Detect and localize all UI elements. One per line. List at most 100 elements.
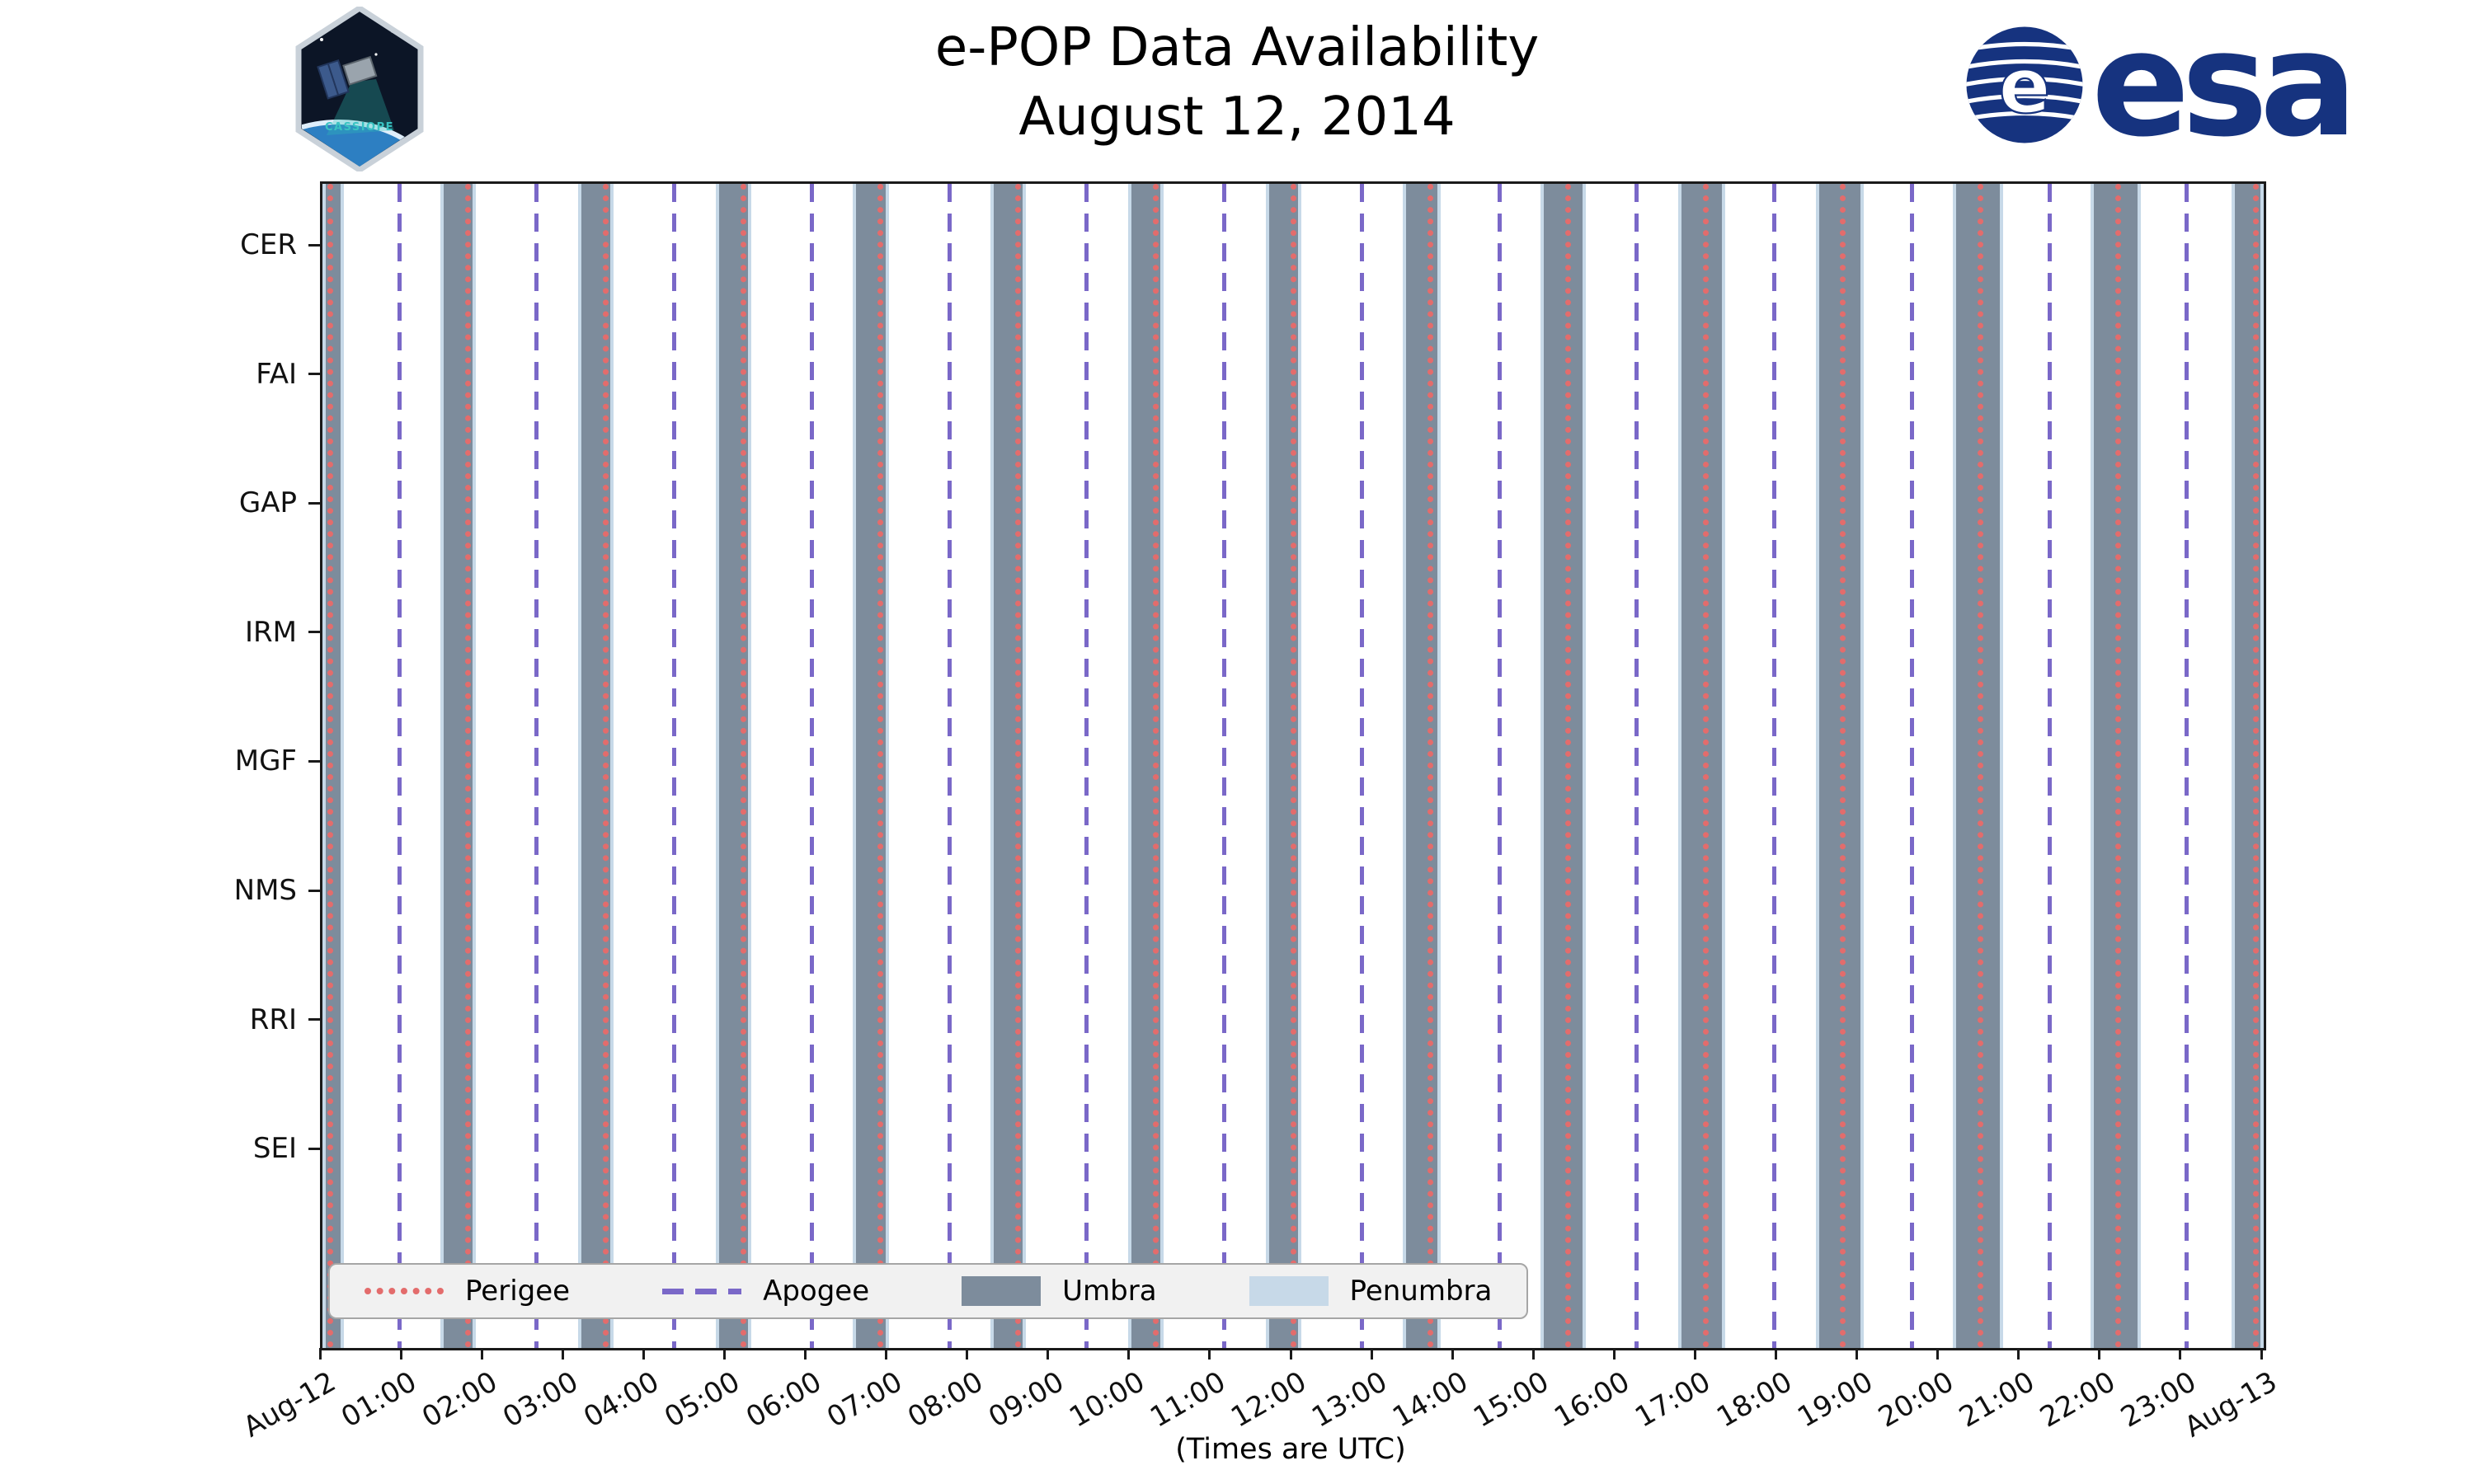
x-tick-mark — [561, 1348, 564, 1360]
y-tick-label: IRM — [245, 615, 297, 649]
perigee-line — [1152, 184, 1159, 1348]
x-tick-label: 06:00 — [740, 1365, 827, 1435]
x-tick-mark — [885, 1348, 888, 1360]
perigee-line-sample-icon — [365, 1288, 444, 1294]
y-tick-label: MGF — [234, 744, 297, 778]
apogee-line — [397, 184, 402, 1348]
y-tick-label: SEI — [252, 1132, 297, 1166]
x-tick-mark — [480, 1348, 483, 1360]
x-tick-label: 13:00 — [1306, 1365, 1394, 1435]
x-tick-mark — [1370, 1348, 1373, 1360]
penumbra-patch-sample-icon — [1249, 1276, 1329, 1306]
umbra-patch-sample-icon — [962, 1276, 1042, 1306]
x-tick-mark — [1936, 1348, 1940, 1360]
esa-wordmark: esa — [2091, 0, 2358, 169]
y-tick-mark — [308, 631, 320, 634]
x-tick-mark — [804, 1348, 807, 1360]
y-tick-label: CER — [240, 228, 297, 261]
perigee-line — [1427, 184, 1434, 1348]
x-tick-label: 05:00 — [659, 1365, 746, 1435]
perigee-line — [1978, 184, 1984, 1348]
umbra-bar — [1677, 184, 1725, 1348]
apogee-line — [1634, 184, 1639, 1348]
x-tick-label: 03:00 — [497, 1365, 585, 1435]
y-tick-label: NMS — [233, 874, 297, 907]
perigee-line — [1564, 184, 1571, 1348]
x-tick-mark — [966, 1348, 969, 1360]
svg-text:e: e — [1998, 41, 2050, 130]
legend-label-umbra: Umbra — [1062, 1275, 1157, 1308]
x-tick-mark — [2017, 1348, 2020, 1360]
x-tick-label: 17:00 — [1630, 1365, 1717, 1435]
perigee-line — [740, 184, 746, 1348]
x-tick-mark — [1856, 1348, 1859, 1360]
y-tick-mark — [308, 501, 320, 505]
y-tick-mark — [308, 243, 320, 247]
legend-item-apogee: Apogee — [662, 1275, 869, 1308]
x-tick-label: 07:00 — [821, 1365, 908, 1435]
x-tick-label: 08:00 — [901, 1365, 989, 1435]
apogee-line — [1909, 184, 1914, 1348]
x-tick-label: 16:00 — [1549, 1365, 1636, 1435]
x-tick-label: 02:00 — [416, 1365, 504, 1435]
legend-label-apogee: Apogee — [763, 1275, 870, 1308]
perigee-line — [602, 184, 609, 1348]
apogee-line — [1222, 184, 1227, 1348]
perigee-line — [1290, 184, 1296, 1348]
x-tick-mark — [1289, 1348, 1292, 1360]
apogee-line — [947, 184, 952, 1348]
umbra-bar — [1403, 184, 1441, 1348]
apogee-line — [1084, 184, 1089, 1348]
apogee-line — [2047, 184, 2052, 1348]
apogee-line — [1359, 184, 1364, 1348]
x-tick-mark — [1127, 1348, 1131, 1360]
perigee-line — [2114, 184, 2121, 1348]
apogee-line-sample-icon — [662, 1288, 742, 1294]
y-tick-mark — [308, 1018, 320, 1021]
y-tick-label: RRI — [249, 1003, 297, 1036]
x-tick-label: 01:00 — [336, 1365, 423, 1435]
plot-area — [320, 181, 2266, 1350]
umbra-bar — [2231, 184, 2264, 1348]
legend-item-umbra: Umbra — [962, 1275, 1157, 1308]
apogee-line — [809, 184, 814, 1348]
esa-globe-icon: e — [1966, 26, 2083, 143]
apogee-line — [2185, 184, 2189, 1348]
y-tick-label: GAP — [238, 486, 297, 520]
x-tick-mark — [399, 1348, 402, 1360]
x-tick-label: 18:00 — [1710, 1365, 1798, 1435]
x-tick-label: 20:00 — [1872, 1365, 1959, 1435]
chart-title-line1: e-POP Data Availability — [934, 17, 1540, 78]
x-tick-mark — [1693, 1348, 1696, 1360]
x-tick-label: 15:00 — [1468, 1365, 1555, 1435]
x-tick-label: 04:00 — [578, 1365, 666, 1435]
perigee-line — [327, 184, 334, 1348]
x-tick-mark — [1612, 1348, 1616, 1360]
x-tick-mark — [1047, 1348, 1050, 1360]
x-tick-mark — [722, 1348, 726, 1360]
y-tick-mark — [308, 759, 320, 763]
y-tick-mark — [308, 373, 320, 376]
x-tick-mark — [2179, 1348, 2182, 1360]
chart-title: e-POP Data Availability August 12, 2014 — [0, 13, 2474, 152]
perigee-line — [877, 184, 884, 1348]
esa-logo: e esa — [1963, 0, 2358, 169]
umbra-bar — [1815, 184, 1865, 1348]
y-tick-label: FAI — [256, 357, 297, 391]
x-tick-label: 10:00 — [1063, 1365, 1150, 1435]
perigee-line — [1840, 184, 1846, 1348]
perigee-line — [1015, 184, 1022, 1348]
patch-text: CASSIOPE — [325, 121, 394, 134]
perigee-line — [465, 184, 472, 1348]
x-tick-label: 22:00 — [2034, 1365, 2121, 1435]
x-axis-label: (Times are UTC) — [1175, 1433, 1406, 1466]
legend-item-perigee: Perigee — [365, 1275, 570, 1308]
x-tick-label: 12:00 — [1225, 1365, 1312, 1435]
x-tick-mark — [1531, 1348, 1535, 1360]
y-tick-mark — [308, 1147, 320, 1150]
chart-title-line2: August 12, 2014 — [1018, 87, 1456, 148]
x-tick-label: 11:00 — [1145, 1365, 1231, 1435]
x-tick-mark — [1775, 1348, 1777, 1360]
perigee-line — [1702, 184, 1709, 1348]
